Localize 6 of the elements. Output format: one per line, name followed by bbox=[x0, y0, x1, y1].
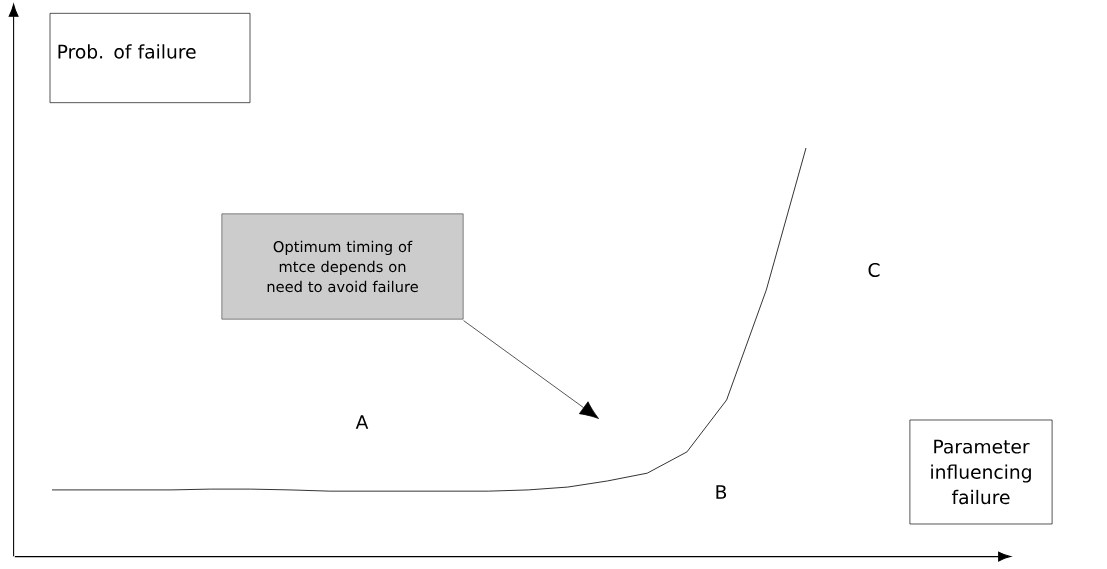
text: C bbox=[868, 262, 880, 278]
annotation: Optimum timing of mtce depends on need to avoid failure bbox=[267, 240, 418, 293]
y-axis-title: Prob. of failure bbox=[58, 44, 196, 59]
annotation: B bbox=[716, 485, 727, 499]
text: Parameter influencing failure bbox=[931, 439, 1031, 505]
annotation: A bbox=[355, 415, 369, 429]
